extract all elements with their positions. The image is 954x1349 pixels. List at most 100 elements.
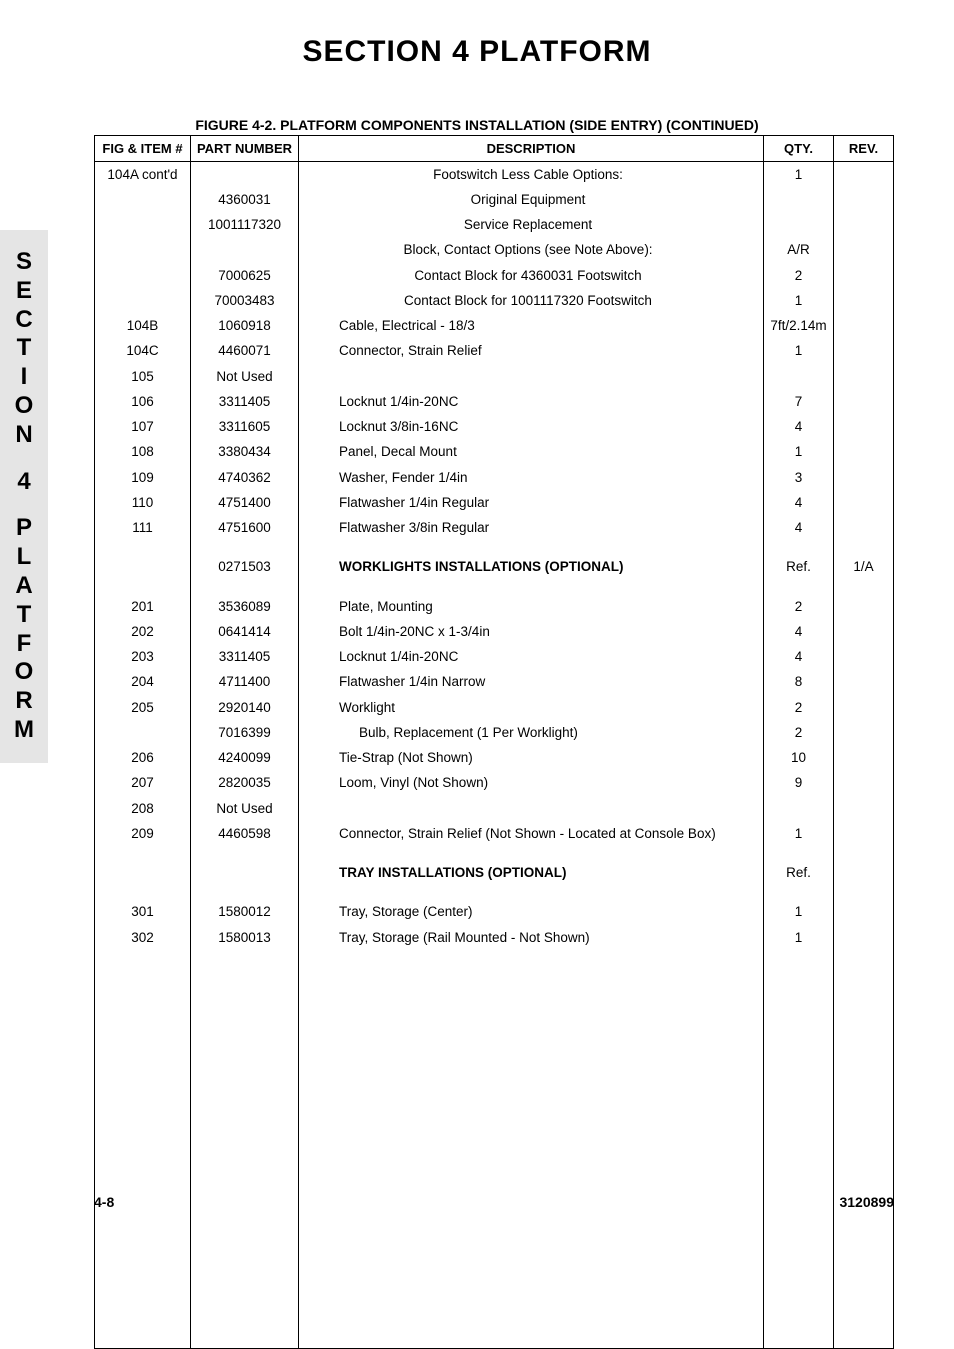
cell-qty: A/R — [764, 238, 834, 263]
cell-qty: 4 — [764, 645, 834, 670]
cell-qty: 7ft/2.14m — [764, 314, 834, 339]
table-row: 70003483Contact Block for 1001117320 Foo… — [95, 288, 894, 313]
cell-qty: 1 — [764, 288, 834, 313]
cell-qty — [764, 796, 834, 821]
table-row: 104C4460071Connector, Strain Relief1 — [95, 339, 894, 364]
table-row: 208Not Used — [95, 796, 894, 821]
table-row: 1114751600Flatwasher 3/8in Regular4 — [95, 516, 894, 541]
cell-rev — [834, 440, 894, 465]
cell-part: Not Used — [191, 364, 299, 389]
cell-part: 3536089 — [191, 594, 299, 619]
cell-rev — [834, 925, 894, 1348]
table-row: 7000625Contact Block for 4360031 Footswi… — [95, 263, 894, 288]
table-row: 2064240099Tie-Strap (Not Shown)10 — [95, 746, 894, 771]
cell-rev — [834, 516, 894, 541]
cell-fig: 109 — [95, 465, 191, 490]
cell-desc: Panel, Decal Mount — [299, 440, 764, 465]
page-footer: 4-8 3120899 — [94, 1194, 894, 1210]
cell-part: Not Used — [191, 796, 299, 821]
cell-desc: Contact Block for 1001117320 Footswitch — [299, 288, 764, 313]
cell-qty: 2 — [764, 695, 834, 720]
cell-desc: Locknut 3/8in-16NC — [299, 415, 764, 440]
cell-fig — [95, 238, 191, 263]
cell-desc: Loom, Vinyl (Not Shown) — [299, 771, 764, 796]
cell-part: 4751600 — [191, 516, 299, 541]
cell-desc: Tray, Storage (Center) — [299, 900, 764, 925]
cell-desc: Worklight — [299, 695, 764, 720]
col-header-part: PART NUMBER — [191, 136, 299, 162]
table-row — [95, 580, 894, 594]
cell-qty: 1 — [764, 900, 834, 925]
cell-qty: 1 — [764, 339, 834, 364]
cell-part — [191, 238, 299, 263]
cell-fig: 302 — [95, 925, 191, 1348]
col-header-desc: DESCRIPTION — [299, 136, 764, 162]
cell-qty: 4 — [764, 490, 834, 515]
cell-qty: Ref. — [764, 861, 834, 886]
cell-fig — [95, 263, 191, 288]
table-row — [95, 886, 894, 900]
cell-rev — [834, 187, 894, 212]
cell-qty: 1 — [764, 821, 834, 846]
cell-fig: 205 — [95, 695, 191, 720]
cell-part: 4740362 — [191, 465, 299, 490]
table-header-row: FIG & ITEM # PART NUMBER DESCRIPTION QTY… — [95, 136, 894, 162]
cell-part: 2820035 — [191, 771, 299, 796]
cell-desc: Flatwasher 1/4in Narrow — [299, 670, 764, 695]
cell-fig: 106 — [95, 389, 191, 414]
cell-rev — [834, 746, 894, 771]
table-row: 2044711400Flatwasher 1/4in Narrow8 — [95, 670, 894, 695]
cell-part: 4711400 — [191, 670, 299, 695]
cell-desc: Locknut 1/4in-20NC — [299, 645, 764, 670]
cell-fig: 201 — [95, 594, 191, 619]
table-row: 3021580013Tray, Storage (Rail Mounted - … — [95, 925, 894, 1348]
cell-qty: 4 — [764, 415, 834, 440]
cell-desc: Flatwasher 3/8in Regular — [299, 516, 764, 541]
cell-desc: Locknut 1/4in-20NC — [299, 389, 764, 414]
cell-part: 1001117320 — [191, 213, 299, 238]
cell-part: 7000625 — [191, 263, 299, 288]
col-header-fig: FIG & ITEM # — [95, 136, 191, 162]
cell-qty: Ref. — [764, 555, 834, 580]
cell-rev — [834, 900, 894, 925]
cell-desc: Connector, Strain Relief — [299, 339, 764, 364]
cell-qty: 1 — [764, 162, 834, 188]
cell-part: 3380434 — [191, 440, 299, 465]
cell-part: 1060918 — [191, 314, 299, 339]
section-title: SECTION 4 PLATFORM — [60, 35, 894, 69]
cell-desc: Tray, Storage (Rail Mounted - Not Shown) — [299, 925, 764, 1348]
cell-fig: 204 — [95, 670, 191, 695]
table-row: 7016399Bulb, Replacement (1 Per Workligh… — [95, 720, 894, 745]
cell-qty: 8 — [764, 670, 834, 695]
cell-desc: Service Replacement — [299, 213, 764, 238]
cell-fig: 111 — [95, 516, 191, 541]
table-row: 2072820035Loom, Vinyl (Not Shown)9 — [95, 771, 894, 796]
table-row: 104B1060918Cable, Electrical - 18/37ft/2… — [95, 314, 894, 339]
cell-fig — [95, 288, 191, 313]
cell-part: 4460598 — [191, 821, 299, 846]
cell-rev — [834, 720, 894, 745]
cell-qty: 4 — [764, 516, 834, 541]
cell-fig: 209 — [95, 821, 191, 846]
cell-fig: 202 — [95, 619, 191, 644]
table-row: 1001117320Service Replacement — [95, 213, 894, 238]
cell-rev — [834, 238, 894, 263]
cell-fig — [95, 213, 191, 238]
cell-desc: Flatwasher 1/4in Regular — [299, 490, 764, 515]
cell-rev — [834, 364, 894, 389]
table-row: Block, Contact Options (see Note Above):… — [95, 238, 894, 263]
cell-rev — [834, 162, 894, 188]
cell-qty: 2 — [764, 720, 834, 745]
cell-rev — [834, 695, 894, 720]
table-row: 2033311405Locknut 1/4in-20NC4 — [95, 645, 894, 670]
cell-part: 2920140 — [191, 695, 299, 720]
cell-rev — [834, 821, 894, 846]
cell-part: 1580012 — [191, 900, 299, 925]
cell-part: 0271503 — [191, 555, 299, 580]
table-row: 2013536089Plate, Mounting2 — [95, 594, 894, 619]
cell-part: 4240099 — [191, 746, 299, 771]
cell-part: 3311405 — [191, 645, 299, 670]
cell-qty: 7 — [764, 389, 834, 414]
cell-qty: 9 — [764, 771, 834, 796]
cell-fig: 208 — [95, 796, 191, 821]
